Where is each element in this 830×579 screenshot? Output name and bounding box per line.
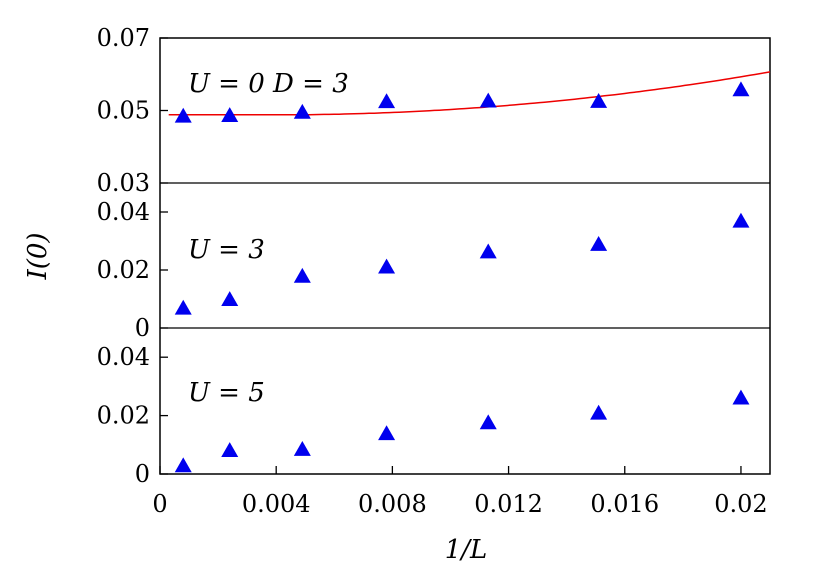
x-tick-label: 0.016 [590, 490, 659, 518]
data-point [479, 414, 497, 430]
data-point [590, 404, 608, 420]
y-axis-label: I(0) [23, 232, 53, 280]
data-point [732, 81, 750, 97]
data-point [378, 258, 396, 274]
x-tick-label: 0.012 [474, 490, 543, 518]
y-tick-label: 0.04 [97, 198, 150, 226]
data-point [378, 425, 396, 441]
data-point [221, 442, 239, 458]
data-point [479, 243, 497, 259]
y-tick-label: 0 [135, 460, 150, 488]
x-tick-label: 0 [152, 490, 167, 518]
data-point [378, 93, 396, 109]
y-tick-label: 0 [135, 314, 150, 342]
x-tick-label: 0.004 [242, 490, 311, 518]
x-tick-label: 0.008 [358, 490, 427, 518]
fit-curve [168, 71, 771, 116]
data-point [293, 440, 311, 456]
panel-label: U = 0 D = 3 [188, 69, 349, 99]
data-point [221, 107, 239, 122]
panel-label: U = 3 [188, 235, 265, 265]
data-point [293, 267, 311, 283]
data-point [221, 291, 239, 306]
x-tick-label: 0.02 [714, 490, 767, 518]
data-point [174, 457, 192, 473]
y-tick-label: 0.05 [97, 97, 150, 125]
y-tick-label: 0.04 [97, 343, 150, 371]
data-point [732, 389, 750, 405]
y-tick-label: 0.03 [97, 169, 150, 197]
data-point [479, 92, 497, 108]
plot-area: 0 0.004 0.008 0.012 0.016 0.02 0.03 0.05 0.07 U =… [97, 24, 771, 518]
x-axis-label: 1/L [445, 535, 488, 565]
data-point [732, 212, 750, 228]
y-tick-label: 0.02 [97, 256, 150, 284]
y-tick-label: 0.02 [97, 402, 150, 430]
y-tick-label: 0.07 [97, 24, 150, 52]
data-point [174, 107, 192, 123]
data-point [590, 235, 608, 251]
data-point [174, 299, 192, 315]
plot-frame [159, 37, 771, 475]
data-point [293, 103, 311, 119]
data-point [590, 92, 608, 108]
panel-label: U = 5 [188, 378, 265, 408]
